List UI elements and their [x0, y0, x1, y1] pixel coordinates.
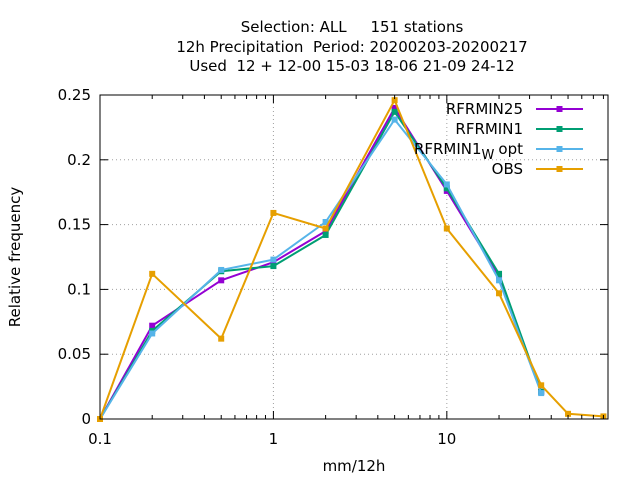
- series-line: [99, 118, 543, 420]
- data-point: [270, 263, 277, 270]
- data-point: [270, 209, 277, 216]
- data-point: [565, 410, 572, 417]
- y-tick-label: 0.2: [67, 151, 91, 169]
- data-point: [496, 277, 503, 284]
- data-point: [322, 225, 329, 232]
- legend-entry: RFRMIN1: [455, 120, 583, 138]
- data-point: [322, 231, 329, 238]
- data-point: [149, 330, 156, 337]
- series-line: [99, 99, 604, 420]
- data-point: [391, 97, 398, 104]
- data-point: [443, 185, 450, 192]
- y-tick-label: 0.05: [58, 345, 91, 363]
- y-axis-label: Relative frequency: [6, 187, 24, 328]
- data-point: [391, 108, 398, 115]
- legend-entry: RFRMIN1W opt: [414, 140, 583, 163]
- series-layer: [97, 97, 607, 422]
- chart-title: Selection: ALL 151 stations 12h Precipit…: [176, 18, 527, 75]
- y-tick-label: 0.15: [58, 216, 91, 234]
- x-tick-label: 10: [437, 430, 456, 448]
- legend-label-main: RFRMIN1: [414, 140, 482, 158]
- legend-label: RFRMIN25: [446, 100, 523, 118]
- legend-swatch-marker: [556, 166, 563, 172]
- chart-title-line-3: Used 12 + 12-00 15-03 18-06 21-09 24-12: [189, 57, 514, 75]
- data-point: [538, 382, 545, 389]
- chart-title-line-1: Selection: ALL 151 stations: [241, 18, 464, 36]
- data-point: [322, 219, 329, 226]
- axis-ticks: 0 0.05 0.1 0.15 0.2 0.25 0.1 1 10: [58, 86, 608, 448]
- y-tick-label: 0.1: [67, 280, 91, 298]
- series-3: [97, 97, 607, 422]
- plot-frame: [99, 94, 609, 420]
- data-point: [443, 225, 450, 232]
- legend-swatch-marker: [556, 106, 563, 112]
- y-tick-label: 0.25: [58, 86, 91, 104]
- legend-label: OBS: [492, 160, 523, 178]
- legend-label: RFRMIN1W opt: [414, 140, 523, 163]
- data-point: [538, 390, 545, 397]
- data-point: [218, 277, 225, 284]
- data-point: [391, 104, 398, 111]
- data-point: [149, 322, 156, 329]
- data-point: [443, 181, 450, 188]
- legend-entry: RFRMIN25: [446, 100, 583, 118]
- legend-label-subscript: W: [482, 148, 495, 163]
- data-point: [270, 256, 277, 263]
- grid-lines: [100, 95, 608, 419]
- legend-label: RFRMIN1: [455, 120, 523, 138]
- data-point: [496, 290, 503, 297]
- legend-label-tail: opt: [498, 140, 523, 158]
- x-tick-label: 1: [269, 430, 279, 448]
- chart-title-line-2: 12h Precipitation Period: 20200203-20200…: [176, 38, 527, 56]
- data-point: [218, 335, 225, 342]
- y-tick-label: 0: [81, 410, 91, 428]
- legend-swatch-marker: [556, 126, 563, 132]
- series-2: [97, 116, 545, 422]
- x-tick-label: 0.1: [88, 430, 112, 448]
- legend-entry: OBS: [492, 160, 583, 178]
- x-axis-label: mm/12h: [323, 457, 386, 475]
- legend-swatch-marker: [556, 146, 563, 152]
- data-point: [218, 266, 225, 273]
- data-point: [391, 116, 398, 123]
- data-point: [496, 270, 503, 277]
- data-point: [149, 270, 156, 277]
